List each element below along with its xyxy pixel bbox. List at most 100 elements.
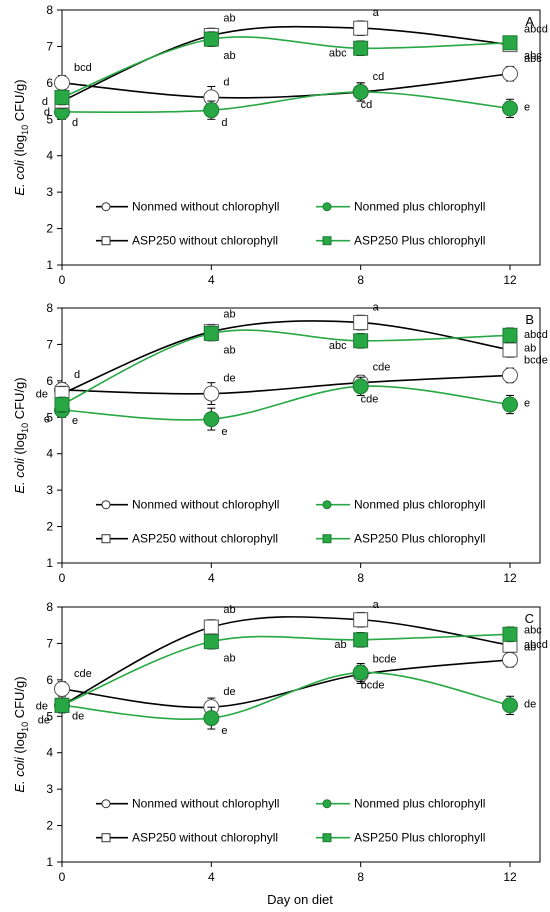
series-nonmed-without: bcd d cd abc — [54, 53, 542, 109]
x-tick-label: 4 — [208, 571, 215, 585]
y-tick-label: 6 — [46, 673, 53, 687]
series-asp250-plus: d ab abc abc — [44, 31, 542, 118]
data-point — [203, 634, 219, 650]
significance-label: bcde — [373, 653, 397, 665]
data-point — [353, 632, 369, 648]
significance-label: de — [38, 714, 50, 726]
significance-label: cde — [361, 393, 379, 405]
data-point — [203, 710, 220, 727]
series-asp250-without: d ab a abcd — [42, 7, 548, 109]
series-line — [61, 72, 511, 99]
legend-marker — [322, 534, 332, 544]
y-tick-label: 8 — [46, 301, 53, 315]
y-tick-label: 4 — [46, 149, 53, 163]
y-tick-label: 8 — [46, 3, 53, 17]
legend-label: ASP250 Plus chlorophyll — [354, 234, 485, 248]
x-tick-label: 8 — [357, 870, 364, 884]
legend-label: Nonmed without chlorophyll — [132, 200, 279, 214]
data-point — [54, 89, 70, 105]
significance-label: de — [223, 686, 235, 698]
legend-marker — [101, 202, 111, 212]
series-asp250-plus: e ab abc ab — [44, 325, 536, 426]
legend-label: ASP250 Plus chlorophyll — [354, 831, 485, 845]
significance-label: a — [373, 7, 380, 19]
x-tick-label: 0 — [59, 571, 66, 585]
legend-asp250-plus: ASP250 Plus chlorophyll — [316, 831, 485, 845]
y-tick-label: 4 — [46, 746, 53, 760]
significance-label: ab — [223, 13, 235, 25]
legend-marker — [322, 833, 332, 843]
y-tick-label: 3 — [46, 483, 53, 497]
x-tick-label: 0 — [59, 870, 66, 884]
series-line — [61, 25, 511, 102]
series-line — [61, 36, 511, 99]
y-tick-label: 4 — [46, 447, 53, 461]
significance-label: de — [36, 700, 48, 712]
series-nonmed-plus: e e cde e — [54, 376, 530, 438]
x-tick-label: 0 — [59, 273, 66, 287]
plot-frame — [61, 307, 541, 564]
legend-marker — [101, 799, 111, 809]
legend-asp250-without: ASP250 without chlorophyll — [96, 831, 278, 845]
legend-label: Nonmed plus chlorophyll — [354, 797, 485, 811]
data-point — [502, 342, 518, 358]
legend-label: ASP250 without chlorophyll — [132, 831, 278, 845]
data-point — [353, 333, 369, 349]
legend-label: Nonmed plus chlorophyll — [354, 498, 485, 512]
significance-label: cd — [373, 71, 385, 83]
significance-label: e — [524, 398, 530, 410]
significance-label: d — [223, 76, 229, 88]
significance-label: ab — [334, 639, 346, 651]
significance-label: de — [72, 710, 84, 722]
legend-nonmed-without: Nonmed without chlorophyll — [96, 797, 279, 811]
data-point — [502, 327, 518, 343]
y-tick-label: 7 — [46, 337, 53, 351]
significance-label: ab — [524, 342, 536, 354]
x-tick-label: 8 — [357, 273, 364, 287]
series-line — [61, 374, 511, 395]
y-tick-label: 5 — [46, 709, 53, 723]
legend-nonmed-without: Nonmed without chlorophyll — [96, 200, 279, 214]
y-tick-label: 6 — [46, 76, 53, 90]
significance-label: d — [221, 117, 227, 129]
data-point — [352, 83, 369, 100]
y-tick-label: 6 — [46, 374, 53, 388]
legend-label: Nonmed without chlorophyll — [132, 498, 279, 512]
plot-frame — [61, 606, 541, 863]
significance-label: e — [221, 426, 227, 438]
significance-label: abc — [524, 53, 542, 65]
data-point — [203, 102, 220, 119]
y-tick-label: 2 — [46, 819, 53, 833]
significance-label: abc — [524, 624, 542, 636]
legend-asp250-without: ASP250 without chlorophyll — [96, 532, 278, 546]
series-line — [61, 633, 511, 707]
significance-label: abc — [524, 50, 542, 62]
significance-label: e — [44, 414, 50, 426]
significance-label: abcd — [524, 329, 548, 341]
y-axis-title: E. coli (log10 CFU/g) — [12, 676, 30, 792]
significance-label: bcd — [74, 62, 92, 74]
legend-asp250-plus: ASP250 Plus chlorophyll — [316, 532, 485, 546]
y-tick-label: 7 — [46, 636, 53, 650]
legend-label: Nonmed plus chlorophyll — [354, 200, 485, 214]
series-line — [61, 320, 511, 395]
y-tick-label: 5 — [46, 410, 53, 424]
significance-label: abcd — [524, 24, 548, 36]
data-point — [502, 697, 518, 714]
y-tick-label: 3 — [46, 185, 53, 199]
x-tick-label: 4 — [208, 870, 215, 884]
significance-label: bcde — [361, 680, 385, 692]
data-point — [54, 697, 70, 713]
significance-label: abc — [329, 340, 347, 352]
series-nonmed-plus: de e bcde de — [54, 662, 536, 737]
legend-asp250-plus: ASP250 Plus chlorophyll — [316, 234, 485, 248]
x-tick-label: 12 — [503, 273, 517, 287]
plot-frame — [61, 9, 541, 266]
data-point — [54, 397, 70, 413]
y-tick-label: 1 — [46, 556, 53, 570]
